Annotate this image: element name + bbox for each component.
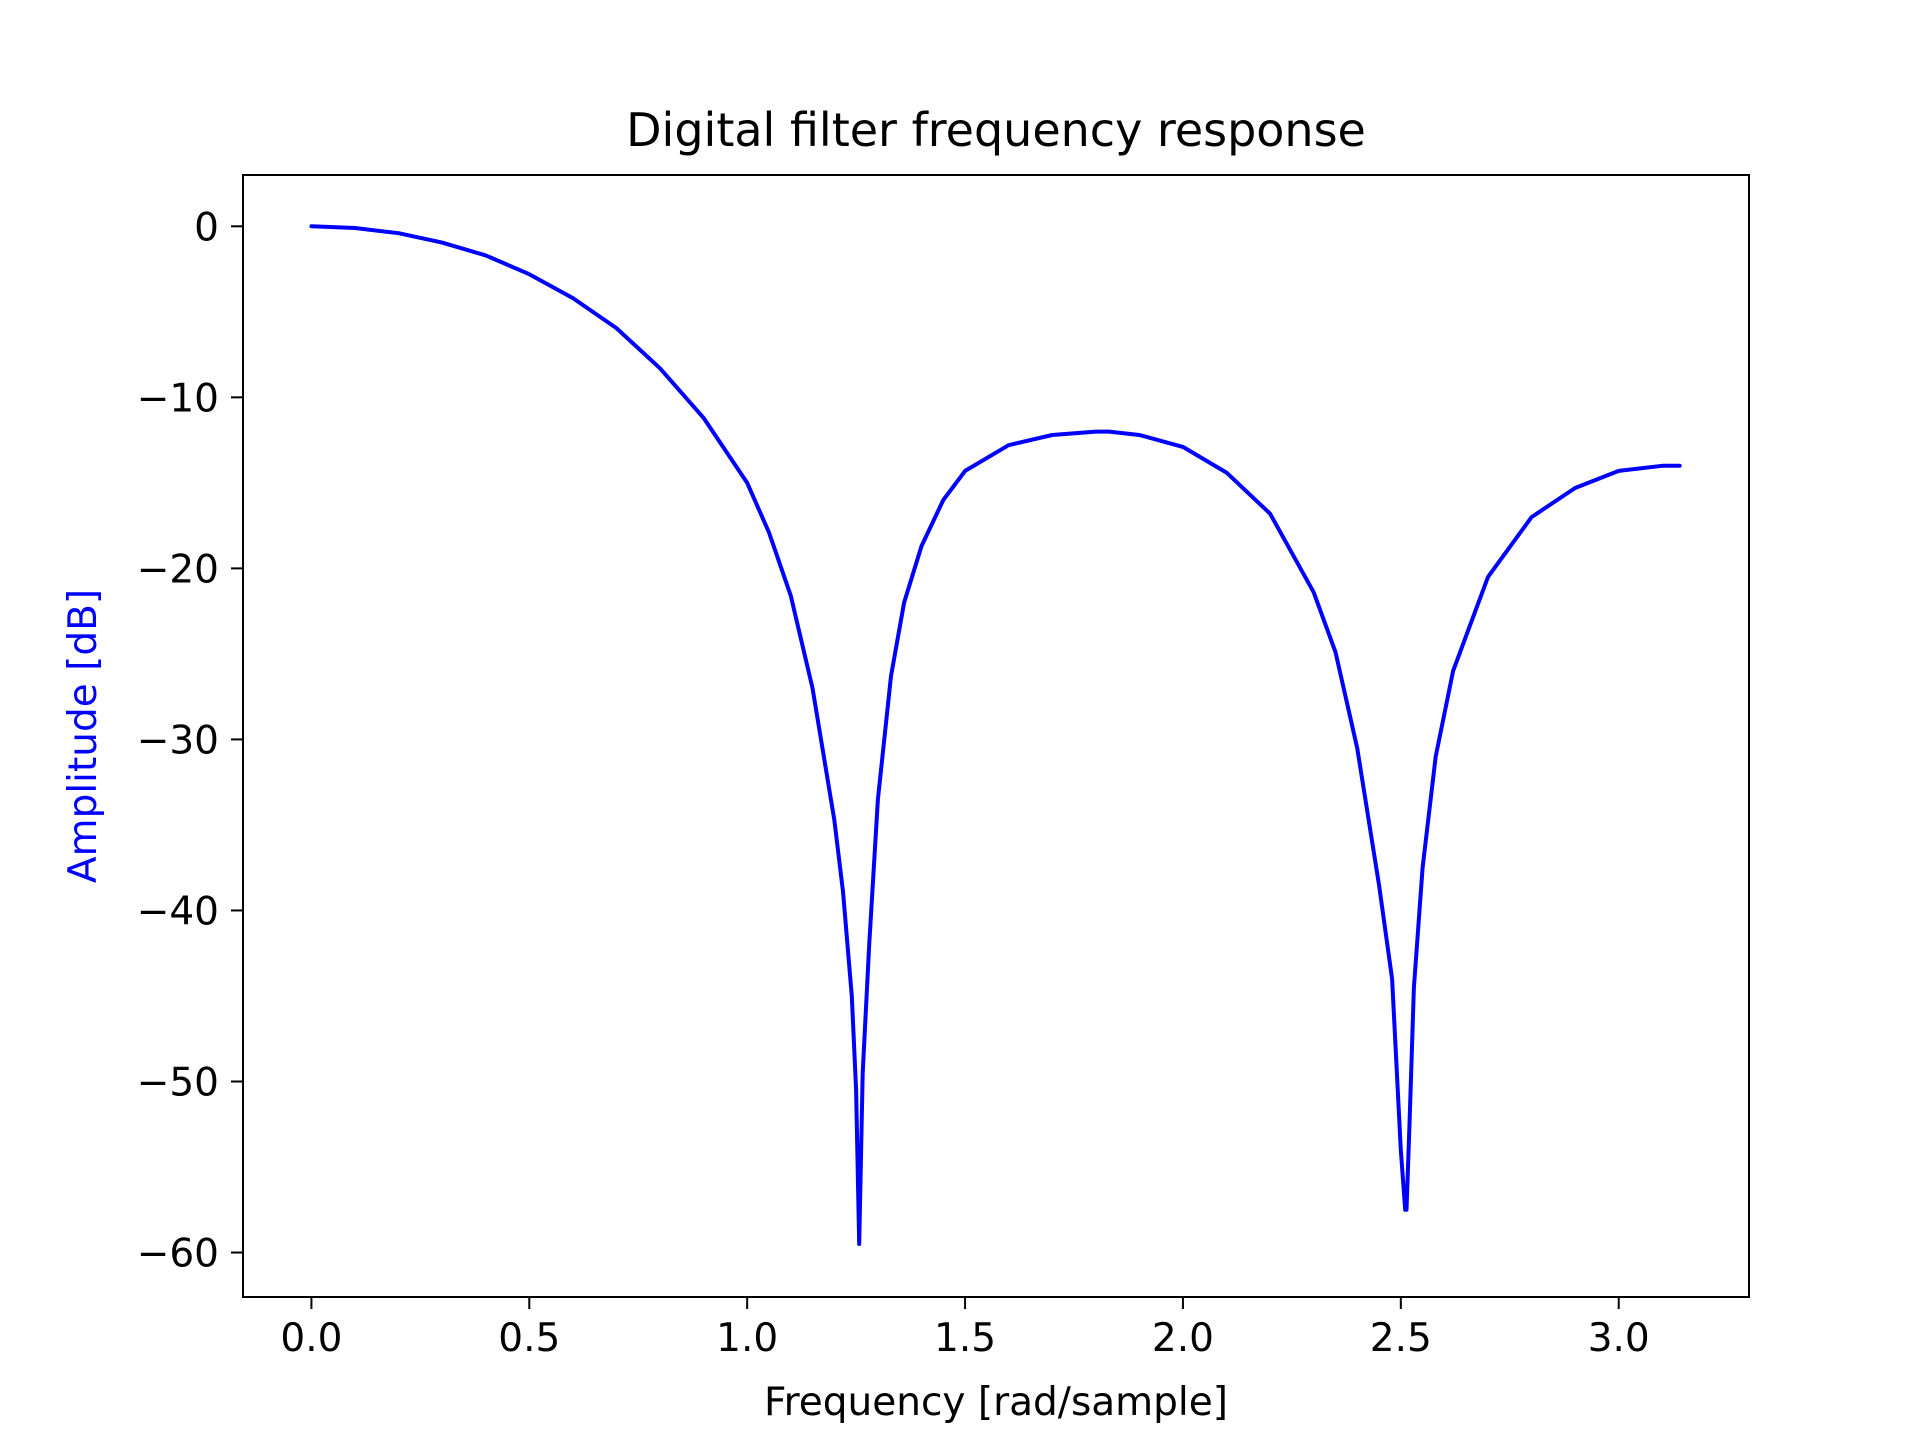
x-tick-label: 0.0 [280,1316,342,1361]
y-tick-label: 0 [194,205,219,250]
x-tick-label: 3.0 [1588,1316,1650,1361]
y-tick-label: −20 [137,547,219,592]
x-tick-label: 1.0 [716,1316,778,1361]
y-tick-label: −60 [137,1232,219,1277]
chart-title: Digital filter frequency response [626,103,1366,157]
x-tick-label: 0.5 [498,1316,560,1361]
x-axis-ticks: 0.0 0.5 1.0 1.5 2.0 2.5 3.0 [280,1297,1650,1361]
y-tick-label: −40 [137,889,219,934]
plot-area [242,174,1750,1298]
y-axis-ticks: 0 −10 −20 −30 −40 −50 −60 [137,205,243,1277]
x-tick-label: 2.5 [1370,1316,1432,1361]
y-tick-label: −10 [137,376,219,421]
series-line [309,224,1682,1246]
axes-frame [242,174,1750,1298]
y-axis-label: Amplitude [dB] [61,589,106,883]
x-tick-label: 2.0 [1152,1316,1214,1361]
x-tick-label: 1.5 [934,1316,996,1361]
y-tick-label: −50 [137,1060,219,1105]
y-tick-label: −30 [137,718,219,763]
x-axis-label: Frequency [rad/sample] [764,1380,1228,1425]
